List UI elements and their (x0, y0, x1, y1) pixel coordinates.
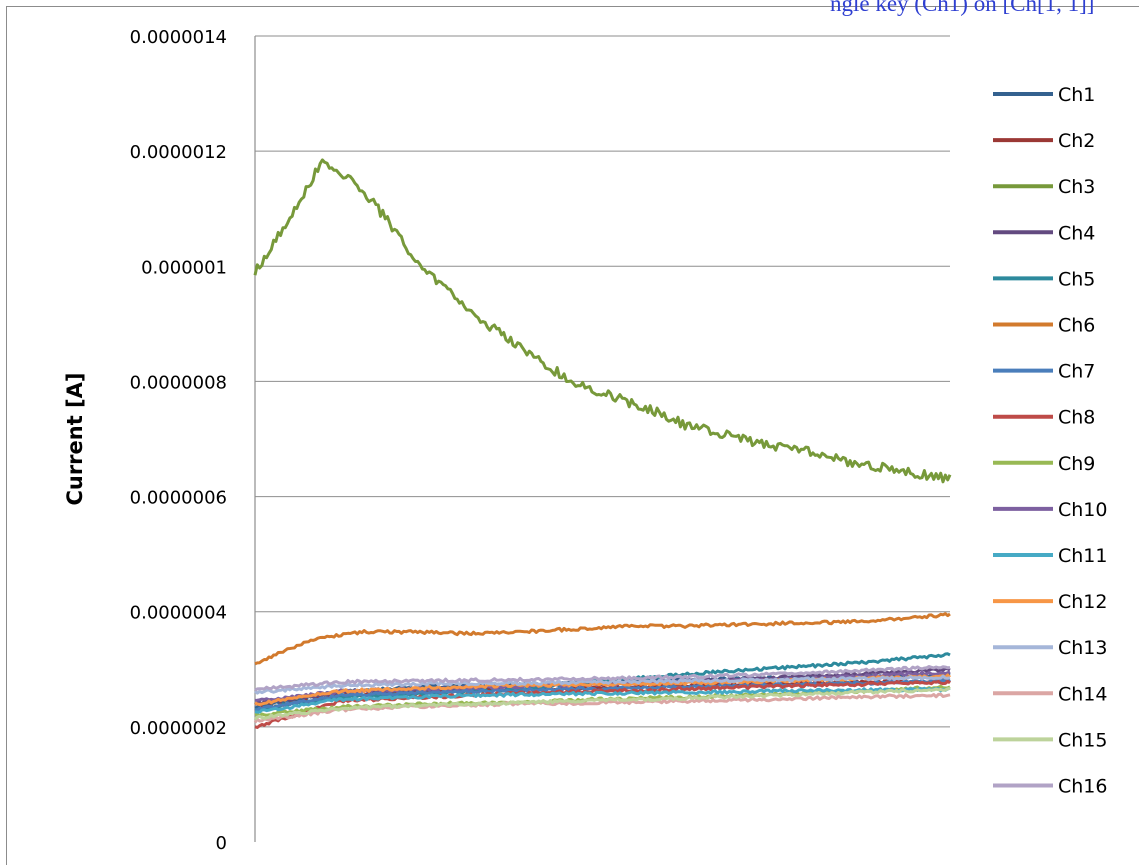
series-lines (253, 158, 952, 729)
legend-label: Ch14 (1058, 683, 1108, 705)
legend-label: Ch5 (1058, 268, 1095, 290)
legend: Ch1 Ch2 Ch3 Ch4 Ch5 Ch6 Ch7 Ch8 Ch9 Ch10 Ch11 Ch12 C… (993, 84, 1108, 798)
series-line-ch16 (254, 665, 951, 692)
legend-label: Ch15 (1058, 729, 1108, 751)
legend-item-ch7: Ch7 (993, 361, 1095, 383)
legend-item-ch6: Ch6 (993, 315, 1095, 337)
legend-label: Ch10 (1058, 499, 1108, 521)
series-line-ch11 (254, 686, 951, 714)
legend-label: Ch2 (1058, 130, 1095, 152)
legend-label: Ch13 (1058, 637, 1108, 659)
legend-item-ch10: Ch10 (993, 499, 1108, 521)
legend-label: Ch4 (1058, 222, 1095, 244)
legend-item-ch9: Ch9 (993, 453, 1095, 475)
y-tick-label: 0.0000014 (130, 27, 227, 48)
legend-item-ch11: Ch11 (993, 545, 1108, 567)
legend-item-ch16: Ch16 (993, 776, 1108, 798)
y-tick-label: 0.0000006 (130, 488, 227, 509)
legend-item-ch14: Ch14 (993, 683, 1108, 705)
series-line-ch3 (253, 158, 952, 484)
legend-item-ch8: Ch8 (993, 407, 1095, 429)
legend-item-ch15: Ch15 (993, 729, 1108, 751)
y-tick-label: 0.0000002 (130, 718, 227, 739)
y-tick-label: 0.0000008 (130, 372, 227, 393)
legend-item-ch2: Ch2 (993, 130, 1095, 152)
legend-label: Ch12 (1058, 591, 1108, 613)
legend-label: Ch7 (1058, 361, 1095, 383)
legend-item-ch4: Ch4 (993, 222, 1095, 244)
chart-frame (6, 6, 1139, 865)
legend-label: Ch1 (1058, 84, 1095, 106)
grid-lines (255, 35, 950, 728)
y-tick-label: 0.0000004 (130, 603, 227, 624)
legend-label: Ch16 (1058, 776, 1108, 798)
y-tick-label: 0.000001 (141, 257, 227, 278)
series-line-ch6 (254, 612, 951, 666)
y-axis-label: Current [A] (63, 372, 87, 505)
legend-label: Ch3 (1058, 176, 1095, 198)
top-caption: ngle key (Ch1) on [Ch[1, 1]] (830, 0, 1095, 16)
legend-item-ch1: Ch1 (993, 84, 1095, 106)
legend-item-ch12: Ch12 (993, 591, 1108, 613)
legend-label: Ch9 (1058, 453, 1095, 475)
y-tick-label: 0.0000012 (130, 142, 227, 163)
legend-label: Ch11 (1058, 545, 1108, 567)
legend-label: Ch6 (1058, 315, 1095, 337)
legend-label: Ch8 (1058, 407, 1095, 429)
y-tick-label: 0 (216, 833, 227, 854)
series-line-ch15 (253, 686, 951, 721)
y-tick-labels: 0 0.0000002 0.0000004 0.0000006 0.0000008 0.0… (130, 27, 227, 854)
series-line-ch13 (254, 674, 951, 695)
legend-item-ch13: Ch13 (993, 637, 1108, 659)
legend-item-ch3: Ch3 (993, 176, 1095, 198)
legend-item-ch5: Ch5 (993, 268, 1095, 290)
